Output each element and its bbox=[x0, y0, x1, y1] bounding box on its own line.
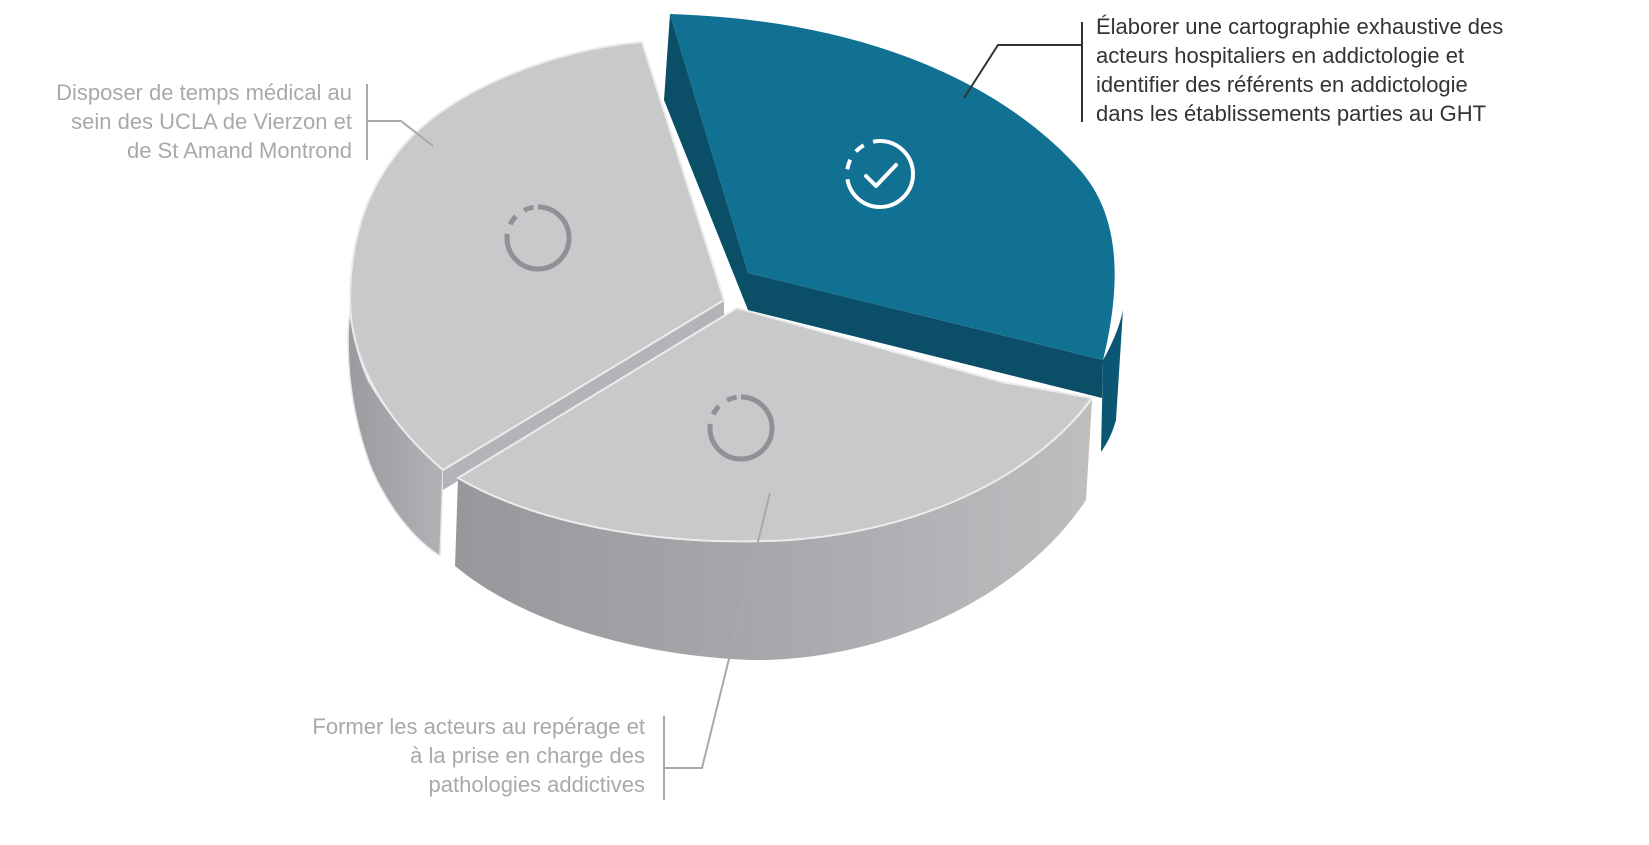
segment-cartographie-rim bbox=[1101, 310, 1123, 452]
leader-line-formation bbox=[663, 492, 771, 800]
label-line: pathologies addictives bbox=[428, 772, 645, 797]
segment-cartographie-left-cut bbox=[664, 14, 748, 310]
label-line: à la prise en charge des bbox=[410, 743, 645, 768]
label-temps-medical: Disposer de temps médical au sein des UC… bbox=[0, 78, 352, 165]
segment-temps-medical-top bbox=[348, 40, 726, 472]
segment-formation bbox=[455, 306, 1094, 661]
segment-cartographie-front-cut bbox=[748, 273, 1103, 398]
segment-temps-medical bbox=[347, 40, 726, 558]
progress-circle-icon bbox=[707, 394, 775, 462]
label-line: Élaborer une cartographie exhaustive des bbox=[1096, 14, 1504, 39]
label-line: Disposer de temps médical au bbox=[56, 80, 352, 105]
label-line: acteurs hospitaliers en addictologie et bbox=[1096, 43, 1465, 68]
label-line: sein des UCLA de Vierzon et bbox=[71, 109, 352, 134]
check-circle-icon bbox=[845, 139, 915, 209]
segment-formation-rim bbox=[455, 400, 1092, 661]
progress-circle-icon bbox=[504, 204, 572, 272]
leader-lines bbox=[366, 22, 1083, 800]
label-cartographie: Élaborer une cartographie exhaustive des… bbox=[1096, 12, 1503, 128]
leader-line-cartographie bbox=[963, 22, 1083, 122]
segment-temps-medical-cut bbox=[443, 300, 724, 490]
leader-line-temps-medical bbox=[366, 84, 434, 160]
segment-cartographie-top bbox=[670, 14, 1115, 360]
label-line: Former les acteurs au repérage et bbox=[312, 714, 645, 739]
label-line: identifier des référents en addictologie bbox=[1096, 72, 1468, 97]
label-line: de St Amand Montrond bbox=[126, 138, 352, 163]
segment-cartographie bbox=[664, 14, 1123, 452]
segment-formation-top bbox=[456, 306, 1094, 543]
label-formation: Former les acteurs au repérage et à la p… bbox=[0, 712, 645, 799]
label-line: dans les établissements parties au GHT bbox=[1096, 101, 1487, 126]
